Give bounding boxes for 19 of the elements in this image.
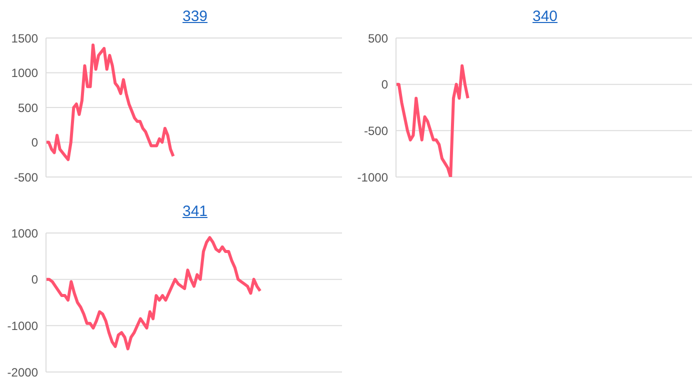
chart-title: 341	[181, 203, 209, 220]
chart-title: 340	[531, 8, 559, 25]
y-tick-label: -500	[364, 124, 388, 138]
y-tick-label: 0	[31, 136, 38, 150]
y-tick-label: 500	[18, 100, 38, 115]
y-tick-label: -1000	[357, 170, 388, 184]
y-tick-label: 1000	[11, 66, 38, 80]
y-tick-label: -1000	[7, 318, 38, 333]
y-tick-label: 0	[381, 78, 388, 92]
line-series	[394, 64, 470, 177]
y-tick-label: 0	[31, 272, 38, 287]
y-tick-label: 1000	[11, 226, 38, 240]
line-series	[44, 236, 262, 350]
y-tick-label: 500	[368, 31, 388, 46]
y-tick-label: -2000	[7, 365, 38, 380]
y-tick-label: -500	[14, 170, 38, 184]
line-series	[44, 43, 175, 162]
y-tick-label: 1500	[11, 31, 38, 46]
chart-title: 339	[181, 8, 209, 25]
